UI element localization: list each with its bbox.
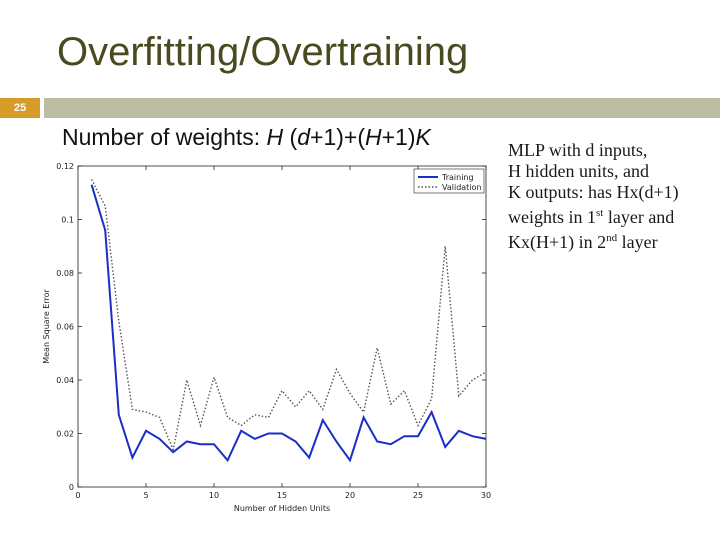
formula-K: K bbox=[415, 124, 431, 150]
x-tick-label: 25 bbox=[413, 491, 423, 500]
weights-formula: Number of weights: H (d+1)+(H+1)K bbox=[62, 124, 431, 151]
formula-d: d bbox=[297, 124, 311, 150]
formula-H: H bbox=[266, 124, 284, 150]
note-text: layer bbox=[617, 232, 658, 252]
x-tick-label: 10 bbox=[209, 491, 219, 500]
note-text: Kx(H+1) in 2 bbox=[508, 232, 607, 252]
plot-frame bbox=[77, 165, 487, 488]
x-tick-label: 30 bbox=[481, 491, 491, 500]
note-line: weights in 1st layer and bbox=[508, 203, 720, 228]
note-text: layer and bbox=[603, 207, 675, 227]
y-tick-label: 0.1 bbox=[61, 216, 74, 225]
mse-chart: 0 5 10 15 20 25 30 0 0.02 0.04 0.06 0.08 0.1 0.12 Numb… bbox=[42, 162, 491, 513]
formula-prefix: Number of weights: bbox=[62, 124, 267, 150]
series-line-training bbox=[90, 184, 487, 463]
formula-part: ( bbox=[283, 124, 298, 150]
x-tick-label: 15 bbox=[277, 491, 287, 500]
note-line: K outputs: has Hx(d+1) bbox=[508, 182, 679, 202]
y-tick-label: 0 bbox=[69, 483, 74, 492]
x-tick-label: 5 bbox=[143, 491, 148, 500]
y-tick-label: 0.02 bbox=[56, 430, 74, 439]
note-superscript: nd bbox=[606, 232, 618, 244]
formula-part: +1) bbox=[381, 124, 416, 150]
y-axis-label: Mean Square Error bbox=[42, 289, 51, 364]
note-line: MLP with d inputs, bbox=[508, 140, 648, 160]
note-line: Kx(H+1) in 2nd layer bbox=[508, 228, 720, 253]
formula-part: +1)+( bbox=[310, 124, 365, 150]
mlp-note: MLP with d inputs, H hidden units, and K… bbox=[508, 140, 720, 253]
slide-title: Overfitting/Overtraining bbox=[57, 30, 469, 74]
x-tick-label: 0 bbox=[75, 491, 80, 500]
slide-number: 25 bbox=[0, 98, 40, 118]
header-band bbox=[44, 98, 720, 118]
legend-label: Training bbox=[441, 173, 474, 182]
series-line-validation bbox=[90, 179, 487, 452]
x-axis-label: Number of Hidden Units bbox=[234, 504, 330, 513]
note-text: weights in 1 bbox=[508, 207, 596, 227]
legend-label: Validation bbox=[442, 183, 482, 192]
y-tick-label: 0.06 bbox=[56, 323, 74, 332]
note-line: H hidden units, and bbox=[508, 161, 649, 181]
y-tick-label: 0.04 bbox=[56, 376, 74, 385]
note-superscript: st bbox=[596, 207, 604, 219]
formula-H: H bbox=[365, 124, 382, 150]
x-tick-label: 20 bbox=[345, 491, 355, 500]
legend-box bbox=[413, 168, 485, 194]
y-tick-label: 0.12 bbox=[56, 162, 74, 171]
y-tick-label: 0.08 bbox=[56, 269, 74, 278]
